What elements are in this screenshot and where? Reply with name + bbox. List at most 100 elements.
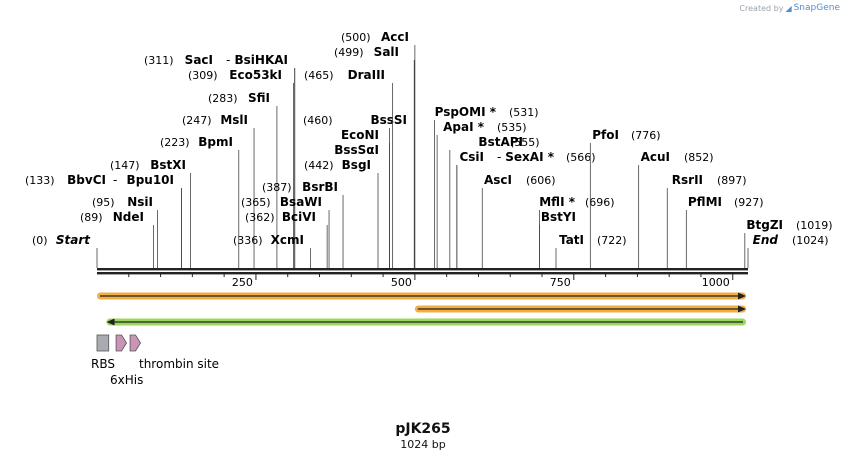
site-name: SalI <box>374 45 399 59</box>
site-position: (696) <box>585 196 615 209</box>
site-position: (1024) <box>792 234 829 247</box>
site-apai[interactable]: ApaI * (535) <box>436 120 527 268</box>
site-bsgi[interactable]: BsgI (442) <box>304 158 379 268</box>
site-bsrbi[interactable]: BsrBI (387) <box>262 180 344 268</box>
site-name: ApaI * <box>443 120 485 134</box>
site-bsihkai[interactable]: BsiHKAI <box>235 53 296 268</box>
site-bsss-i[interactable]: BssSαI <box>334 143 390 268</box>
site-name: RsrII <box>672 173 703 187</box>
site-position: (365) <box>241 196 271 209</box>
site-btgzi[interactable]: BtgZI (1019) <box>744 218 833 268</box>
site-asci[interactable]: AscI (606) <box>481 173 556 268</box>
site-bpmi[interactable]: BpmI (223) <box>160 135 240 268</box>
ruler-tick-label: 250 <box>232 276 253 289</box>
feature-thrombin-site[interactable]: thrombin site <box>129 334 219 371</box>
site-sfii[interactable]: SfiI (283) <box>208 91 278 268</box>
site-position: (387) <box>262 181 292 194</box>
site-sali[interactable]: SalI (499) <box>334 45 415 268</box>
credit-prefix: Created by <box>739 3 784 13</box>
site-bpu10i[interactable]: Bpu10I <box>127 173 182 268</box>
ruler-top-strand <box>97 268 748 271</box>
site-name: BciVI <box>282 210 316 224</box>
plasmid-size: 1024 bp <box>400 438 446 451</box>
site-pfoi[interactable]: PfoI (776) <box>589 128 661 268</box>
site-bbvci[interactable]: BbvCI (133) <box>25 173 182 268</box>
feature-label: thrombin site <box>139 357 219 371</box>
site-name: XcmI <box>271 233 304 247</box>
site-csii[interactable]: CsiI <box>456 150 484 268</box>
credit-brand: SnapGene <box>793 3 840 13</box>
site-position: (500) <box>341 31 371 44</box>
site-msli[interactable]: MslI (247) <box>182 113 255 268</box>
site-name: Eco53kI <box>229 68 282 82</box>
site-name: CsiI <box>459 150 484 164</box>
feature-rbs[interactable]: RBS <box>91 334 115 371</box>
site-pflmi[interactable]: PflMI (927) <box>685 195 764 268</box>
site-name: TatI <box>559 233 584 247</box>
feature-shape <box>115 334 127 352</box>
site-position: (460) <box>303 114 333 127</box>
site-position: (223) <box>160 136 190 149</box>
site-name: MflI * <box>539 195 575 209</box>
site-bstxi[interactable]: BstXI (147) <box>110 158 191 268</box>
orf-arrowhead <box>738 305 746 313</box>
site-name: EcoNI <box>341 128 379 142</box>
site-position: (1019) <box>796 219 833 232</box>
site-pspomi[interactable]: PspOMI * (531) <box>434 105 539 268</box>
orf-arrowhead <box>106 318 115 326</box>
site-name: PspOMI * <box>435 105 497 119</box>
site-bstapi[interactable]: BstAPI(555) <box>449 135 540 268</box>
feature-track: RBS 6xHis thrombin site <box>91 334 219 387</box>
site-position: (465) <box>304 69 334 82</box>
site-acci[interactable]: AccI (500) <box>341 30 416 268</box>
site-start[interactable]: Start (0) <box>32 233 98 268</box>
site-position: (0) <box>32 234 48 247</box>
feature-label: RBS <box>91 357 115 371</box>
site-name: BsrBI <box>302 180 338 194</box>
site-position: (499) <box>334 46 364 59</box>
site-eco53ki[interactable]: Eco53kI (309) <box>188 68 294 268</box>
site-name: SacI <box>185 53 213 67</box>
feature-shape <box>96 334 110 352</box>
site-position: (927) <box>734 196 764 209</box>
site-acui[interactable]: AcuI (852) <box>638 150 714 268</box>
site-name: Start <box>56 233 91 247</box>
site-tati[interactable]: TatI (722) <box>555 233 627 268</box>
orf-2[interactable] <box>414 305 746 313</box>
orf-3[interactable] <box>106 318 746 326</box>
restriction-sites: Start (0) NdeI (89) NsiI (95) BbvCI (133) Bpu10I… <box>25 30 833 268</box>
orf-1[interactable] <box>97 292 746 300</box>
ruler-tick-label: 1000 <box>702 276 730 289</box>
site-name: SfiI <box>248 91 270 105</box>
site-pair-dash: - <box>497 150 501 164</box>
site-position: (566) <box>566 151 596 164</box>
site-mfli[interactable]: MflI * (696) <box>539 195 615 268</box>
site-ndei[interactable]: NdeI (89) <box>80 210 154 268</box>
site-name: MslI <box>220 113 248 127</box>
site-sexai[interactable]: SexAI * (566) <box>456 150 596 268</box>
site-bsawi[interactable]: BsaWI (365) <box>241 195 330 268</box>
site-end[interactable]: End (1024) <box>747 233 829 268</box>
site-position: (283) <box>208 92 238 105</box>
site-position: (442) <box>304 159 334 172</box>
site-position: (311) <box>144 54 174 67</box>
site-position: (606) <box>526 174 556 187</box>
feature-6xhis[interactable]: 6xHis <box>110 334 143 387</box>
site-name: BsaWI <box>280 195 322 209</box>
site-bcivi[interactable]: BciVI (362) <box>245 210 328 268</box>
site-position: (897) <box>717 174 747 187</box>
feature-shape <box>129 334 141 352</box>
site-position: (852) <box>684 151 714 164</box>
site-name: Bpu10I <box>127 173 174 187</box>
site-position: (95) <box>92 196 115 209</box>
site-nsii[interactable]: NsiI (95) <box>92 195 158 268</box>
site-pair-dash: - <box>113 173 117 187</box>
site-bstyi[interactable]: BstYI <box>539 210 576 268</box>
site-draiii[interactable]: DraIII (465) <box>304 68 394 268</box>
site-name: End <box>753 233 779 247</box>
site-rsrii[interactable]: RsrII (897) <box>666 173 747 268</box>
site-xcmi[interactable]: XcmI (336) <box>233 233 312 268</box>
site-name: AccI <box>381 30 409 44</box>
site-name: NsiI <box>127 195 153 209</box>
